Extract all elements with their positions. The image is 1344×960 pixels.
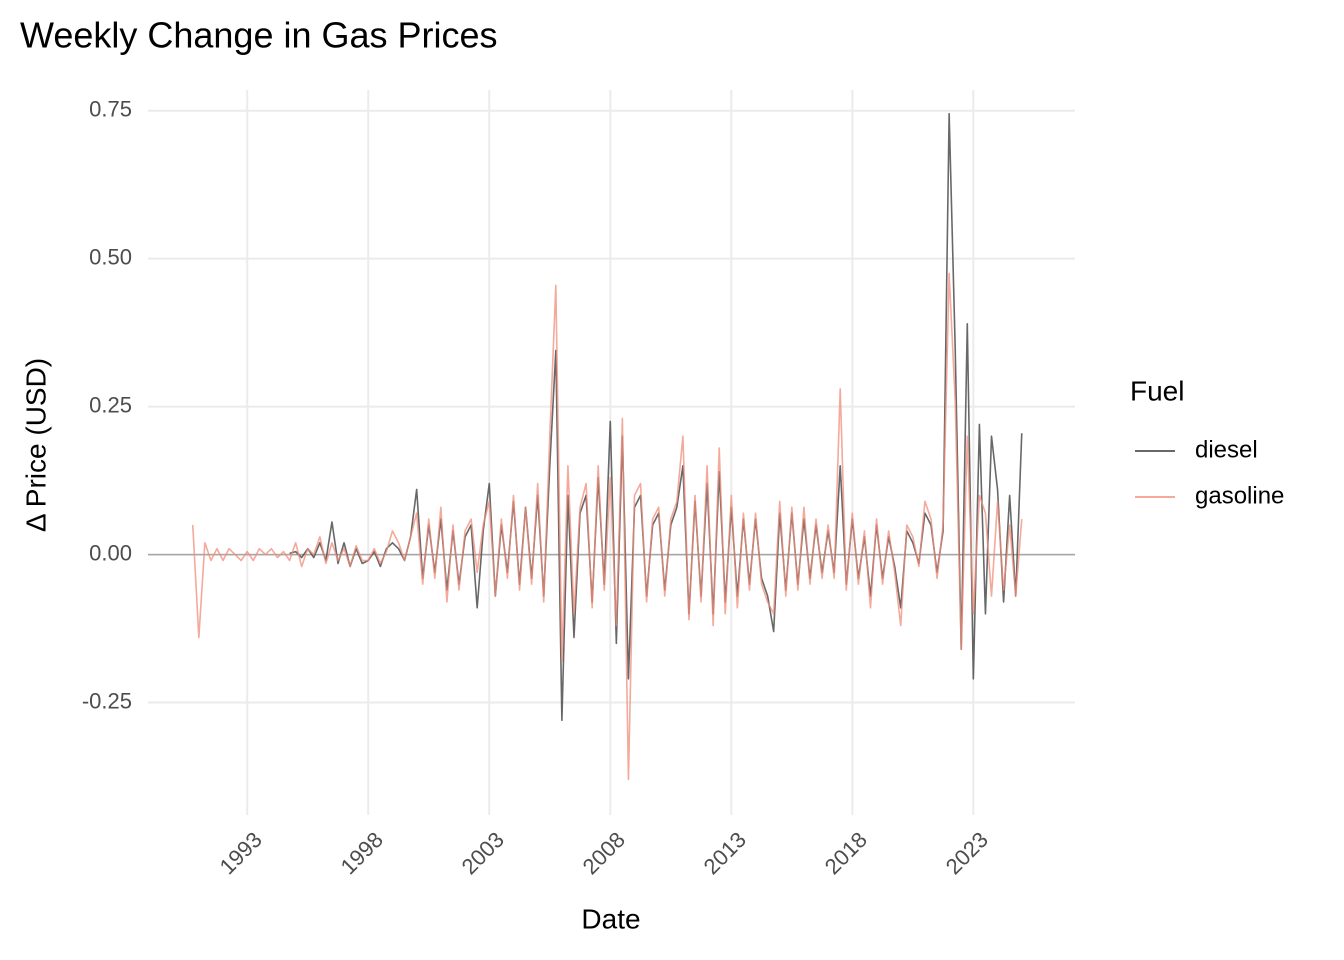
x-axis-label: Date xyxy=(581,903,640,934)
legend: diesel gasoline xyxy=(1135,436,1284,509)
x-tick-label: 2023 xyxy=(941,827,993,879)
y-tick-label: 0.00 xyxy=(89,540,132,565)
legend-label: diesel xyxy=(1195,436,1258,463)
y-tick-label: 0.75 xyxy=(89,97,132,122)
legend-label: gasoline xyxy=(1195,482,1284,509)
series-line xyxy=(191,272,1023,781)
x-tick-label: 2013 xyxy=(699,827,751,879)
y-tick-label: -0.25 xyxy=(82,688,132,713)
x-tick-label: 1998 xyxy=(336,827,388,879)
lines xyxy=(191,112,1023,781)
x-tick-label: 2018 xyxy=(820,827,872,879)
y-tick-label: 0.50 xyxy=(89,244,132,269)
legend-title: Fuel xyxy=(1130,375,1184,406)
y-axis-label: Δ Price (USD) xyxy=(20,358,51,532)
chart-title: Weekly Change in Gas Prices xyxy=(20,15,498,56)
series-line xyxy=(289,112,1023,722)
x-tick-label: 2003 xyxy=(457,827,509,879)
y-tick-label: 0.25 xyxy=(89,392,132,417)
x-tick-label: 1993 xyxy=(215,827,267,879)
x-tick-label: 2008 xyxy=(578,827,630,879)
